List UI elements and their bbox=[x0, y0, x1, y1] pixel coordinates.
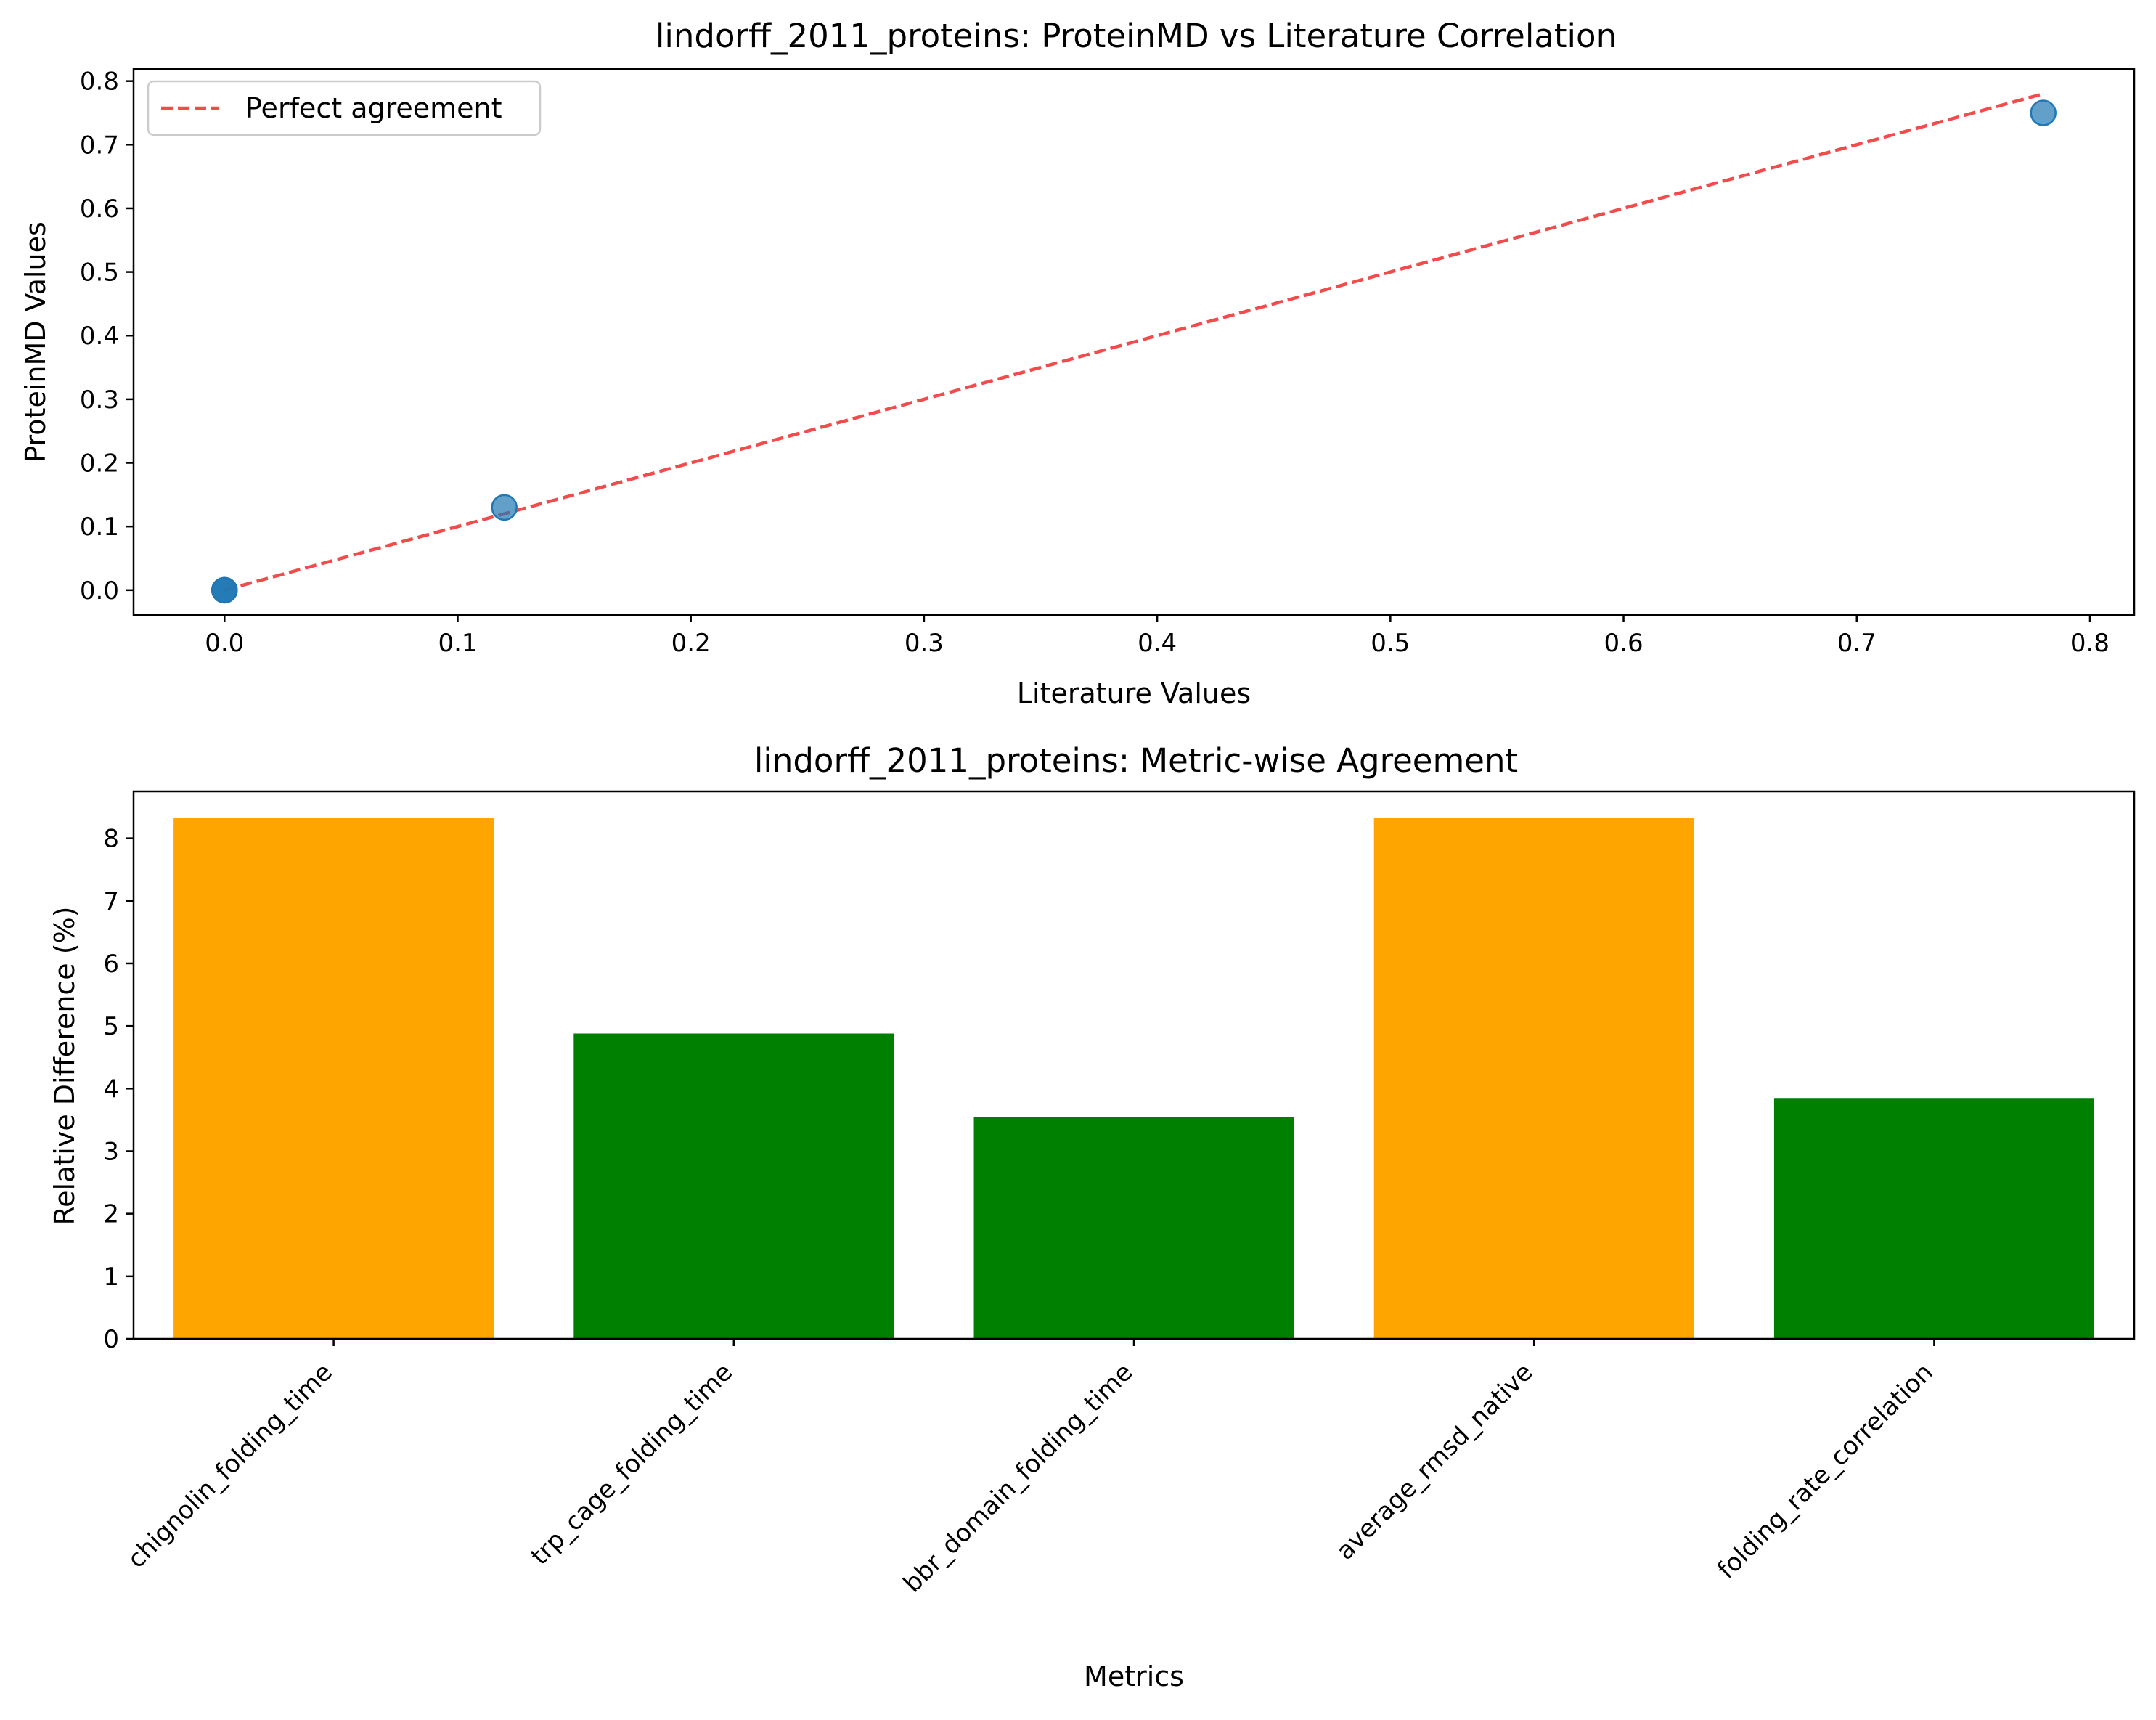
y-tick-label: 5 bbox=[103, 1012, 119, 1041]
legend-box bbox=[147, 80, 542, 136]
scatter-x-axis-label: Literature Values bbox=[1017, 677, 1251, 709]
legend-label-perfect-agreement: Perfect agreement bbox=[245, 92, 502, 124]
scatter-point bbox=[491, 494, 518, 521]
x-tick-label: 0.2 bbox=[671, 629, 711, 658]
scatter-point bbox=[2030, 99, 2057, 126]
scatter-chart: lindorff_2011_proteins: ProteinMD vs Lit… bbox=[20, 17, 2136, 709]
y-tick-label: 6 bbox=[103, 950, 119, 979]
bar-bbr-domain-folding-time bbox=[973, 1117, 1294, 1339]
bar-average-rmsd-native bbox=[1373, 818, 1694, 1339]
bar-y-axis-label: Relative Difference (%) bbox=[49, 906, 81, 1225]
scatter-title: lindorff_2011_proteins: ProteinMD vs Lit… bbox=[656, 17, 1617, 55]
scatter-legend: Perfect agreement bbox=[147, 80, 542, 136]
x-tick-label: 0.5 bbox=[1371, 629, 1410, 658]
bar-x-axis-label: Metrics bbox=[1084, 1660, 1184, 1692]
x-tick-label: 0.0 bbox=[205, 629, 244, 658]
reference-line-perfect-agreement bbox=[224, 92, 2044, 592]
y-tick-label: 0.6 bbox=[80, 195, 119, 224]
scatter-point bbox=[211, 576, 238, 604]
y-tick-label: 8 bbox=[103, 825, 119, 854]
bar-title: lindorff_2011_proteins: Metric-wise Agre… bbox=[754, 741, 1518, 780]
x-tick-label: 0.1 bbox=[438, 629, 477, 658]
x-tick-label: 0.3 bbox=[905, 629, 944, 658]
y-tick-label: 7 bbox=[103, 887, 119, 916]
y-tick-label: 0.5 bbox=[80, 258, 119, 288]
x-tick-label: 0.6 bbox=[1604, 629, 1643, 658]
y-tick-label: 0.0 bbox=[80, 576, 119, 606]
y-tick-label: 3 bbox=[103, 1137, 119, 1166]
scatter-plot-frame bbox=[132, 68, 2136, 616]
bar-trp-cage-folding-time bbox=[573, 1033, 894, 1339]
y-tick-label: 0.1 bbox=[80, 513, 119, 542]
x-tick-label: 0.7 bbox=[1837, 629, 1877, 658]
y-tick-label: 0.3 bbox=[80, 386, 119, 415]
y-tick-label: 2 bbox=[103, 1200, 119, 1229]
x-tick-label: 0.8 bbox=[2070, 629, 2110, 658]
bar-folding-rate-correlation bbox=[1773, 1098, 2094, 1339]
bar-chignolin-folding-time bbox=[173, 818, 494, 1339]
scatter-y-axis-label: ProteinMD Values bbox=[20, 221, 52, 462]
y-tick-label: 0.2 bbox=[80, 449, 119, 478]
y-tick-label: 0 bbox=[103, 1325, 119, 1354]
y-tick-label: 0.7 bbox=[80, 131, 119, 160]
y-tick-label: 0.4 bbox=[80, 322, 119, 351]
x-tick-label: 0.4 bbox=[1138, 629, 1177, 658]
y-tick-label: 4 bbox=[103, 1075, 119, 1104]
y-tick-label: 0.8 bbox=[80, 68, 119, 97]
y-tick-label: 1 bbox=[103, 1263, 119, 1292]
